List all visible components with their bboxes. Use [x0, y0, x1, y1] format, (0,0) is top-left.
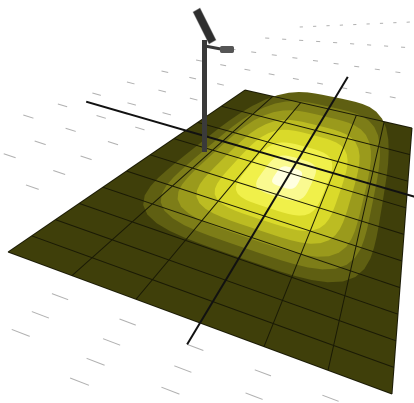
grid-tick	[92, 92, 101, 96]
grid-tick	[254, 369, 272, 377]
grid-tick	[217, 83, 224, 86]
grid-tick	[312, 59, 319, 62]
grid-tick	[34, 140, 46, 146]
grid-tick	[292, 77, 299, 80]
grid-tick	[268, 73, 275, 76]
grid-tick	[23, 114, 34, 119]
grid-tick	[161, 70, 169, 74]
grid-tick	[119, 318, 136, 326]
grid-tick	[395, 71, 401, 74]
grid-tick	[161, 386, 180, 395]
grid-tick	[69, 377, 90, 386]
grid-tick	[158, 89, 167, 93]
grid-tick	[195, 59, 202, 62]
grid-tick	[51, 293, 69, 301]
grid-tick	[53, 169, 66, 175]
outer-grid-ticks	[3, 21, 410, 402]
street-light	[192, 7, 234, 152]
grid-tick	[107, 141, 119, 146]
grid-tick	[251, 51, 257, 54]
grid-tick	[389, 96, 396, 99]
grid-tick	[220, 64, 227, 67]
grid-tick	[135, 126, 145, 131]
grid-tick	[86, 357, 105, 366]
axis-line	[186, 76, 349, 345]
grid-tick	[174, 365, 192, 373]
grid-tick	[365, 91, 372, 94]
grid-tick	[322, 394, 339, 402]
grid-tick	[162, 112, 172, 116]
grid-tick	[11, 329, 30, 337]
grid-tick	[189, 97, 198, 101]
grid-tick	[3, 153, 16, 159]
axis-line	[85, 100, 414, 198]
pole	[202, 40, 207, 152]
grid-tick	[271, 54, 277, 56]
grid-tick	[245, 392, 263, 400]
grid-tick	[25, 184, 39, 190]
grid-tick	[189, 76, 197, 80]
lamp-head	[220, 46, 234, 53]
grid-tick	[127, 102, 137, 106]
grid-tick	[244, 68, 251, 71]
grid-tick	[186, 343, 204, 351]
grid-tick	[65, 127, 76, 132]
solar-panel	[192, 7, 217, 45]
grid-tick	[333, 62, 339, 65]
grid-tick	[126, 81, 135, 85]
grid-tick	[80, 155, 92, 161]
grid-tick	[292, 57, 298, 59]
grid-tick	[96, 115, 106, 119]
grid-tick	[102, 338, 121, 346]
grid-tick	[31, 311, 50, 319]
grid-tick	[354, 65, 360, 68]
ground-plane	[7, 76, 414, 395]
grid-tick	[57, 103, 68, 108]
grid-tick	[317, 82, 324, 85]
grid-tick	[374, 68, 380, 71]
